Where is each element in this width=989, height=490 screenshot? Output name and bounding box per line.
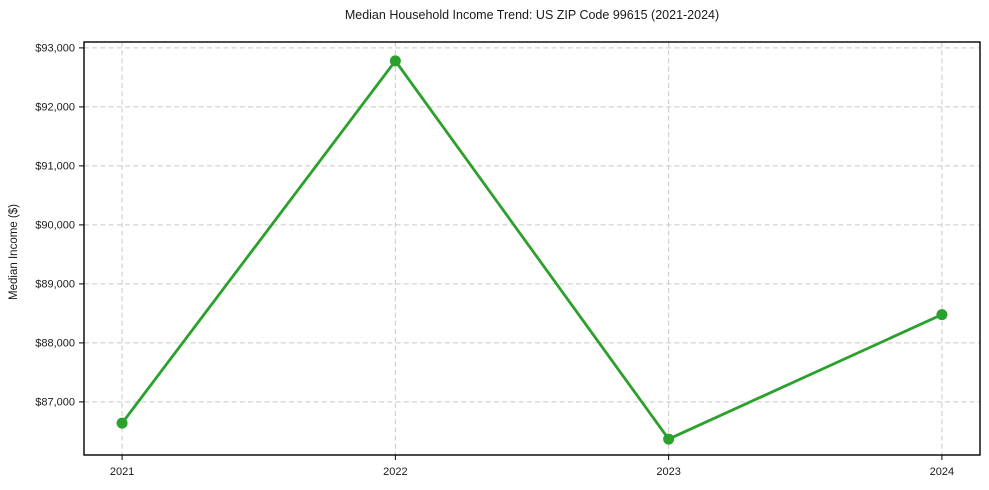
y-tick-label: $92,000 bbox=[35, 101, 75, 113]
trend-line bbox=[120, 59, 944, 441]
x-tick-label: 2023 bbox=[656, 466, 680, 478]
y-tick-label: $90,000 bbox=[35, 219, 75, 231]
chart-title: Median Household Income Trend: US ZIP Co… bbox=[344, 8, 720, 22]
data-point bbox=[389, 55, 401, 67]
y-tick-label: $93,000 bbox=[35, 42, 75, 54]
y-tick-label: $89,000 bbox=[35, 278, 75, 290]
data-point bbox=[663, 433, 675, 445]
y-tick-label: $88,000 bbox=[35, 337, 75, 349]
y-axis-title-text: Median Income ($) bbox=[8, 204, 20, 300]
y-tick-label: $91,000 bbox=[35, 160, 75, 172]
data-point bbox=[936, 309, 948, 321]
y-tick-label: $87,000 bbox=[35, 396, 75, 408]
plot-border bbox=[83, 41, 981, 456]
x-tick-label: 2024 bbox=[930, 466, 954, 478]
x-tick-label: 2022 bbox=[383, 466, 407, 478]
x-tick-label: 2021 bbox=[110, 466, 134, 478]
data-point bbox=[116, 417, 128, 429]
